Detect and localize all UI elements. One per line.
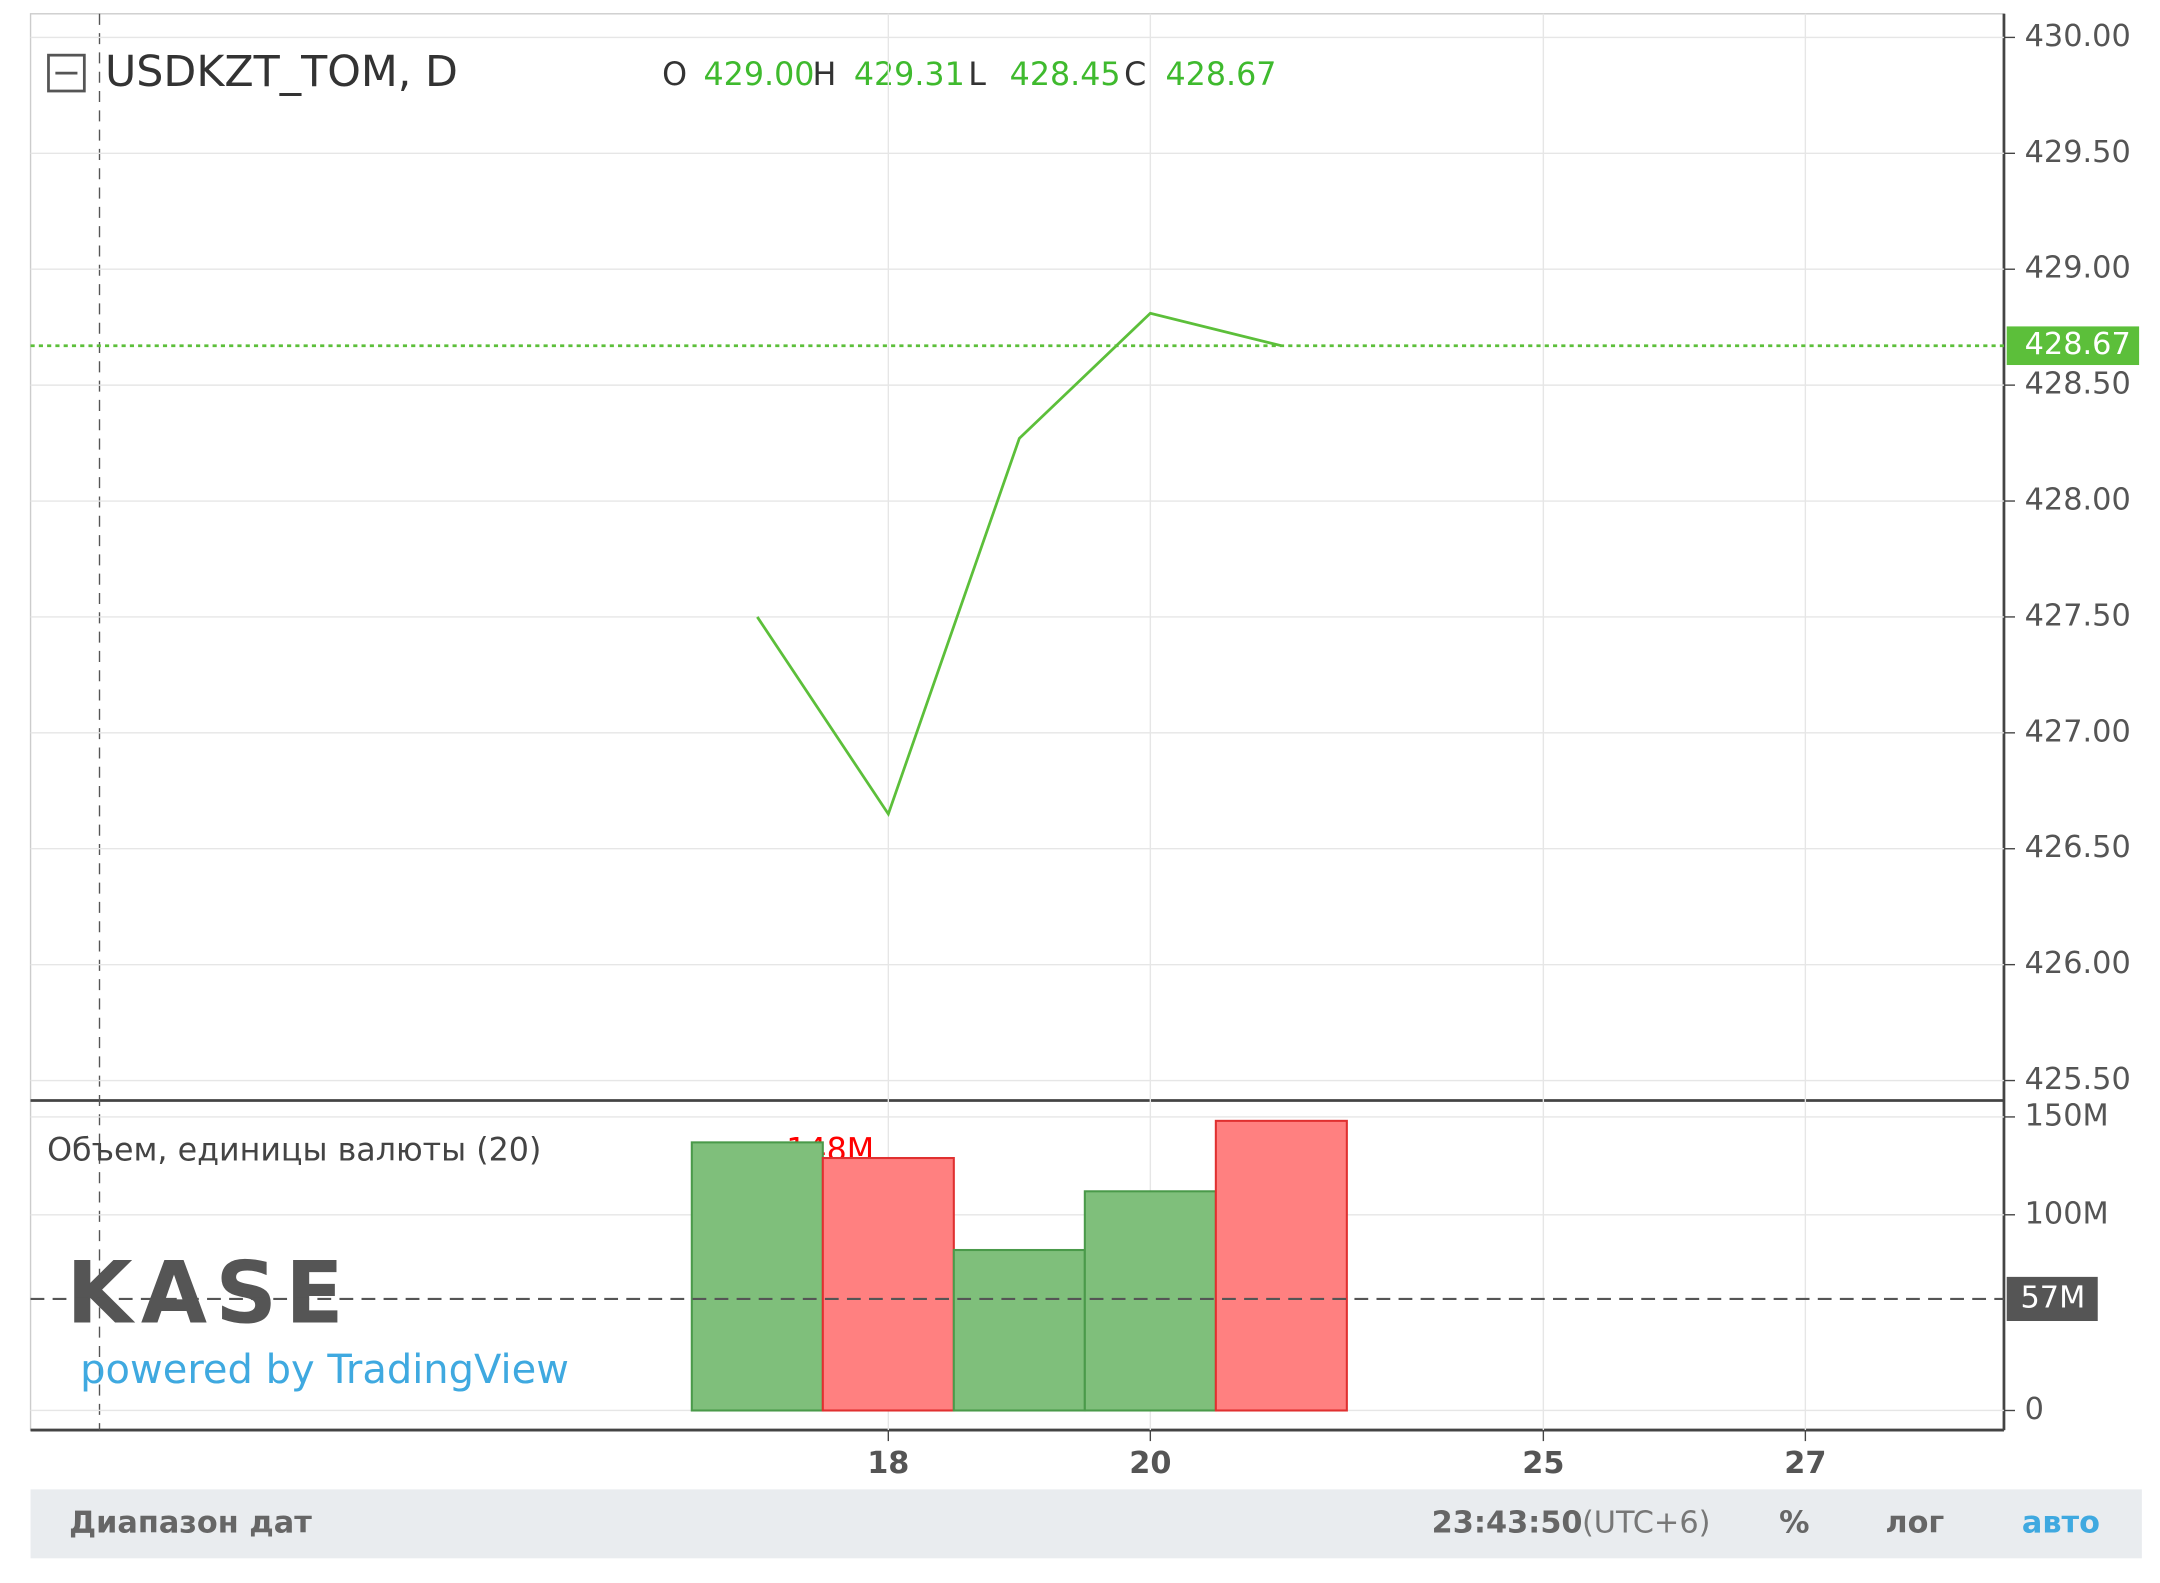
timezone: (UTC+6) (1582, 1505, 1710, 1540)
volume-bar (821, 1156, 955, 1412)
y-tick-label: 100M (2025, 1196, 2109, 1231)
ohlc-value: 428.67 (1166, 57, 1277, 93)
clock: 23:43:50 (1432, 1505, 1583, 1540)
y-tick-label: 150M (2025, 1098, 2109, 1133)
collapse-icon[interactable] (47, 53, 86, 93)
ohlc-value: 429.00 (704, 57, 815, 93)
ohlc-value: 429.31 (854, 57, 965, 93)
y-tick-label: 428.50 (2025, 367, 2131, 402)
y-tick-label: 427.00 (2025, 714, 2131, 749)
volume-bar (1083, 1190, 1217, 1412)
ohlc-key: L (968, 57, 986, 93)
last-price-box (2006, 326, 2140, 366)
volume-bar (690, 1141, 824, 1412)
percent-toggle[interactable]: % (1779, 1505, 1809, 1540)
volume-ma-box (2006, 1276, 2098, 1322)
volume-bar (952, 1248, 1086, 1412)
y-tick-label: 427.50 (2025, 598, 2131, 633)
x-tick-label: 27 (1784, 1446, 1826, 1481)
auto-toggle[interactable]: авто (2022, 1505, 2100, 1540)
plot-frame (29, 13, 2005, 1431)
ohlc-key: C (1124, 57, 1146, 93)
volume-title: Объем, единицы валюты (20) (47, 1132, 541, 1168)
y-tick-label: 429.50 (2025, 135, 2131, 170)
last-price-label: 428.67 (2025, 327, 2131, 362)
ohlc-key: O (662, 57, 687, 93)
y-tick-label: 428.00 (2025, 483, 2131, 518)
logo: KASE (66, 1244, 352, 1343)
log-toggle[interactable]: лог (1885, 1505, 1944, 1540)
y-tick-label: 425.50 (2025, 1062, 2131, 1097)
x-tick-label: 18 (867, 1446, 909, 1481)
y-tick-label: 430.00 (2025, 19, 2131, 54)
footer-bar (30, 1489, 2142, 1559)
price-line (756, 311, 1282, 818)
logo-powered[interactable]: powered by TradingView (80, 1347, 569, 1393)
ohlc-value: 428.45 (1010, 57, 1121, 93)
x-tick-label: 25 (1522, 1446, 1564, 1481)
y-tick-label: 0 (2025, 1392, 2044, 1427)
volume-bar (1214, 1119, 1348, 1412)
symbol-title: USDKZT_TOM, D (105, 47, 458, 97)
y-tick-label: 429.00 (2025, 251, 2131, 286)
x-tick-label: 20 (1129, 1446, 1171, 1481)
y-tick-label: 426.50 (2025, 830, 2131, 865)
y-tick-label: 426.00 (2025, 946, 2131, 981)
date-range[interactable]: Диапазон дат (69, 1505, 312, 1540)
volume-ma-label: 57M (2021, 1280, 2086, 1315)
ohlc-key: H (812, 57, 836, 93)
